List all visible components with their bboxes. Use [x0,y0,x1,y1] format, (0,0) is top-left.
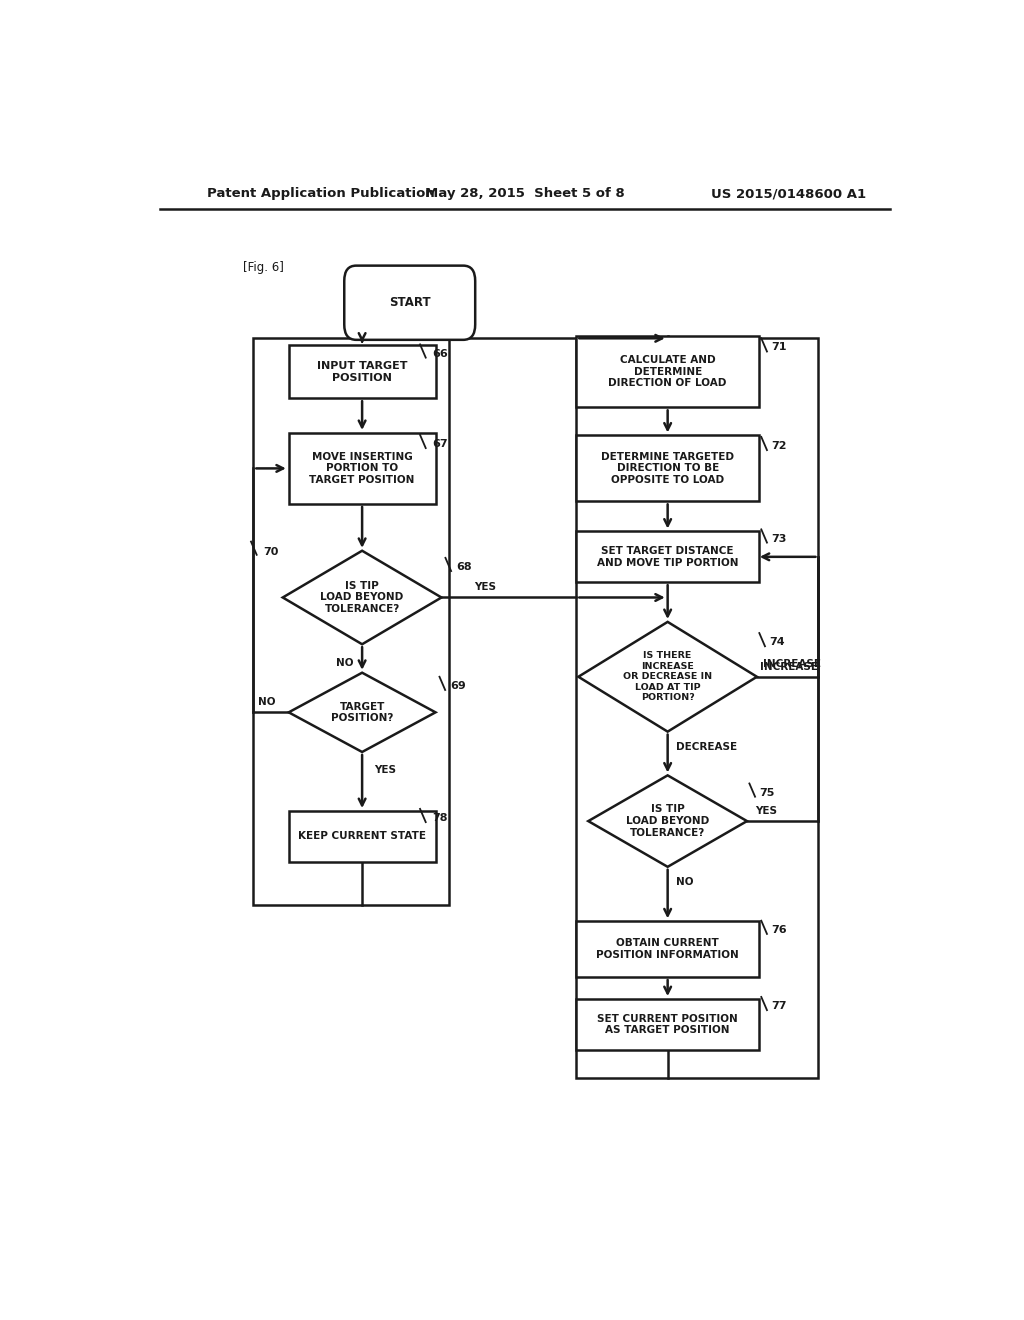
Text: INPUT TARGET
POSITION: INPUT TARGET POSITION [316,362,408,383]
Text: [Fig. 6]: [Fig. 6] [243,260,284,273]
Text: IS TIP
LOAD BEYOND
TOLERANCE?: IS TIP LOAD BEYOND TOLERANCE? [626,804,710,838]
Text: 77: 77 [772,1001,787,1011]
Text: MOVE INSERTING
PORTION TO
TARGET POSITION: MOVE INSERTING PORTION TO TARGET POSITIO… [309,451,415,484]
Bar [577,436,759,502]
Text: YES: YES [474,582,496,593]
Text: 66: 66 [432,348,447,359]
Text: IS THERE
INCREASE
OR DECREASE IN
LOAD AT TIP
PORTION?: IS THERE INCREASE OR DECREASE IN LOAD AT… [623,652,713,702]
Text: DECREASE: DECREASE [676,742,736,752]
Bar [577,338,818,1078]
Text: 68: 68 [456,562,471,572]
Text: NO: NO [676,876,693,887]
Text: SET TARGET DISTANCE
AND MOVE TIP PORTION: SET TARGET DISTANCE AND MOVE TIP PORTION [597,546,738,568]
Text: Patent Application Publication: Patent Application Publication [207,187,435,201]
Text: May 28, 2015  Sheet 5 of 8: May 28, 2015 Sheet 5 of 8 [425,187,625,201]
Text: IS TIP
LOAD BEYOND
TOLERANCE?: IS TIP LOAD BEYOND TOLERANCE? [321,581,403,614]
Polygon shape [588,775,748,867]
Text: OBTAIN CURRENT
POSITION INFORMATION: OBTAIN CURRENT POSITION INFORMATION [596,939,739,960]
Bar [577,532,759,582]
Text: YES: YES [755,807,777,816]
Text: INCREASE: INCREASE [761,661,818,672]
Text: 67: 67 [432,440,447,449]
Text: 69: 69 [450,681,466,690]
Text: SET CURRENT POSITION
AS TARGET POSITION: SET CURRENT POSITION AS TARGET POSITION [597,1014,738,1035]
Text: CALCULATE AND
DETERMINE
DIRECTION OF LOAD: CALCULATE AND DETERMINE DIRECTION OF LOA… [608,355,727,388]
Bar [577,921,759,977]
Text: 70: 70 [264,546,280,557]
Text: US 2015/0148600 A1: US 2015/0148600 A1 [711,187,866,201]
Polygon shape [579,622,757,731]
Text: 73: 73 [772,533,787,544]
Bar [577,999,759,1049]
Text: 74: 74 [770,638,785,647]
Text: START: START [389,296,430,309]
FancyBboxPatch shape [344,265,475,339]
Bar [289,433,435,504]
Bar [289,346,435,399]
Text: NO: NO [258,697,275,708]
Text: NO: NO [336,657,353,668]
Text: YES: YES [374,766,396,775]
Text: DETERMINE TARGETED
DIRECTION TO BE
OPPOSITE TO LOAD: DETERMINE TARGETED DIRECTION TO BE OPPOS… [601,451,734,484]
Text: INCREASE: INCREASE [763,659,820,668]
Polygon shape [283,550,441,644]
Text: 72: 72 [772,441,787,451]
Text: 78: 78 [432,813,447,824]
Bar [253,338,450,906]
Bar [289,810,435,862]
Polygon shape [289,673,435,752]
Text: KEEP CURRENT STATE: KEEP CURRENT STATE [298,832,426,841]
Bar [577,337,759,408]
Text: 71: 71 [772,342,787,352]
Text: TARGET
POSITION?: TARGET POSITION? [331,701,393,723]
Text: 75: 75 [760,788,775,797]
Text: 76: 76 [772,925,787,935]
